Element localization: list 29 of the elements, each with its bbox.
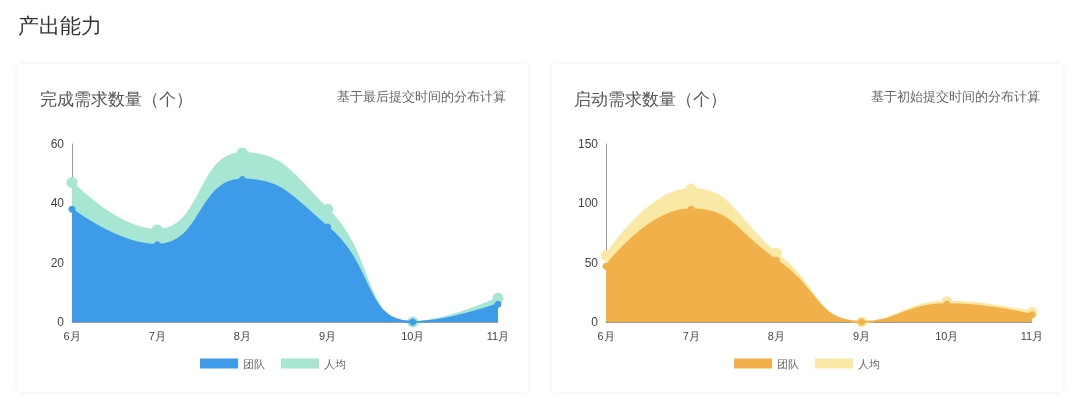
- y-tick-label: 100: [577, 196, 599, 211]
- y-tick-label: 0: [591, 315, 599, 329]
- x-tick-label: 8月: [767, 329, 785, 342]
- y-tick-label: 50: [584, 255, 599, 270]
- y-tick-label: 150: [577, 137, 599, 151]
- x-tick-label: 11月: [1020, 329, 1044, 342]
- chart-title: 完成需求数量（个）: [40, 88, 193, 111]
- x-tick-label: 6月: [63, 329, 81, 342]
- chart-subtitle: 基于最后提交时间的分布计算: [337, 88, 506, 106]
- x-tick-label: 10月: [935, 329, 959, 342]
- x-tick-label: 7月: [148, 329, 166, 342]
- chart-subtitle: 基于初始提交时间的分布计算: [871, 88, 1040, 106]
- x-tick-label: 9月: [319, 329, 337, 342]
- x-tick-label: 9月: [853, 329, 871, 342]
- x-tick-label: 6月: [597, 329, 615, 342]
- legend-label: 人均: [858, 357, 880, 370]
- x-tick-label: 10月: [401, 329, 425, 342]
- text: 产出能力: [18, 13, 102, 40]
- legend-label: 团队: [243, 357, 265, 370]
- y-tick-label: 0: [57, 315, 65, 329]
- x-tick-label: 8月: [233, 329, 251, 342]
- chart-title: 启动需求数量（个）: [574, 88, 727, 111]
- x-tick-label: 7月: [682, 329, 700, 342]
- y-tick-label: 60: [50, 137, 65, 151]
- legend-label: 人均: [324, 357, 346, 370]
- x-tick-label: 11月: [486, 329, 510, 342]
- y-tick-label: 40: [50, 196, 65, 211]
- legend-label: 团队: [777, 357, 799, 370]
- y-tick-label: 20: [50, 255, 65, 270]
